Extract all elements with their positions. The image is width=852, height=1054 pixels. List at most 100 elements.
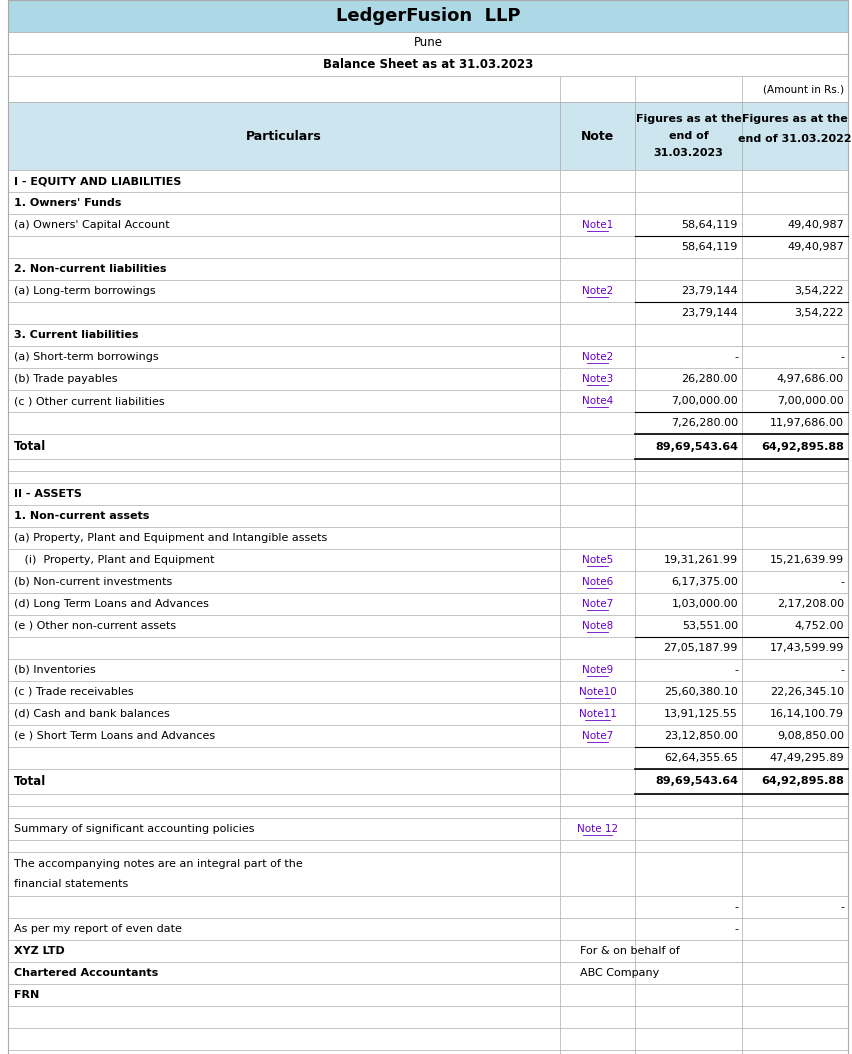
Text: Figures as at the: Figures as at the (741, 114, 847, 124)
Bar (8, 76, 560, 102)
Bar (741, 896, 847, 918)
Bar (634, 346, 741, 368)
Bar (8, 852, 560, 896)
Text: (a) Property, Plant and Equipment and Intangible assets: (a) Property, Plant and Equipment and In… (14, 533, 327, 543)
Bar (8, 434, 560, 458)
Text: -: - (733, 924, 737, 934)
Text: As per my report of even date: As per my report of even date (14, 924, 181, 934)
Bar (741, 236, 847, 258)
Bar (560, 102, 634, 170)
Text: Note2: Note2 (581, 352, 613, 362)
Bar (741, 192, 847, 214)
Bar (560, 794, 634, 806)
Bar (741, 659, 847, 681)
Text: Chartered Accountants: Chartered Accountants (14, 968, 158, 978)
Bar (741, 434, 847, 458)
Text: financial statements: financial statements (14, 879, 128, 889)
Bar (741, 1028, 847, 1050)
Bar (560, 434, 634, 458)
Bar (560, 769, 634, 794)
Bar (560, 747, 634, 769)
Bar (560, 918, 634, 940)
Bar (8, 280, 560, 302)
Bar (560, 725, 634, 747)
Bar (8, 324, 560, 346)
Bar (560, 549, 634, 571)
Bar (8, 703, 560, 725)
Text: 16,14,100.79: 16,14,100.79 (769, 709, 843, 719)
Text: (Amount in Rs.): (Amount in Rs.) (762, 84, 843, 94)
Bar (634, 940, 741, 962)
Text: 9,08,850.00: 9,08,850.00 (776, 731, 843, 741)
Text: 26,280.00: 26,280.00 (681, 374, 737, 384)
Bar (560, 940, 634, 962)
Bar (741, 818, 847, 840)
Bar (634, 614, 741, 637)
Bar (560, 1028, 634, 1050)
Text: Note5: Note5 (581, 555, 613, 565)
Text: -: - (839, 352, 843, 362)
Text: 1,03,000.00: 1,03,000.00 (671, 599, 737, 609)
Text: Note3: Note3 (581, 374, 613, 384)
Bar (8, 527, 560, 549)
Text: (c ) Trade receivables: (c ) Trade receivables (14, 687, 134, 697)
Text: II - ASSETS: II - ASSETS (14, 489, 82, 499)
Bar (8, 1028, 560, 1050)
Bar (8, 54, 847, 76)
Bar (560, 170, 634, 192)
Bar (8, 192, 560, 214)
Bar (560, 368, 634, 390)
Text: For & on behalf of: For & on behalf of (579, 946, 679, 956)
Bar (634, 659, 741, 681)
Bar (741, 368, 847, 390)
Bar (560, 346, 634, 368)
Bar (634, 1028, 741, 1050)
Text: Note9: Note9 (581, 665, 613, 675)
Bar (560, 236, 634, 258)
Bar (560, 458, 634, 471)
Bar (560, 280, 634, 302)
Text: Note2: Note2 (581, 286, 613, 296)
Bar (741, 302, 847, 324)
Bar (741, 258, 847, 280)
Bar (8, 170, 560, 192)
Text: 17,43,599.99: 17,43,599.99 (769, 643, 843, 653)
Text: LedgerFusion  LLP: LedgerFusion LLP (336, 7, 520, 25)
Bar (8, 236, 560, 258)
Bar (634, 280, 741, 302)
Bar (634, 896, 741, 918)
Bar (560, 852, 634, 896)
Bar (634, 549, 741, 571)
Bar (560, 471, 634, 483)
Bar (560, 505, 634, 527)
Text: 1. Owners' Funds: 1. Owners' Funds (14, 198, 121, 208)
Text: 11,97,686.00: 11,97,686.00 (769, 418, 843, 428)
Bar (634, 170, 741, 192)
Text: 64,92,895.88: 64,92,895.88 (760, 442, 843, 451)
Bar (634, 747, 741, 769)
Text: (a) Short-term borrowings: (a) Short-term borrowings (14, 352, 158, 362)
Bar (560, 412, 634, 434)
Text: 4,752.00: 4,752.00 (793, 621, 843, 631)
Text: Note8: Note8 (581, 621, 613, 631)
Bar (560, 962, 634, 984)
Bar (741, 747, 847, 769)
Bar (8, 571, 560, 593)
Bar (741, 962, 847, 984)
Text: 23,79,144: 23,79,144 (681, 286, 737, 296)
Text: -: - (733, 902, 737, 912)
Bar (741, 458, 847, 471)
Bar (8, 614, 560, 637)
Bar (560, 214, 634, 236)
Bar (634, 593, 741, 614)
Bar (8, 659, 560, 681)
Bar (8, 794, 560, 806)
Text: 7,26,280.00: 7,26,280.00 (670, 418, 737, 428)
Text: I - EQUITY AND LIABILITIES: I - EQUITY AND LIABILITIES (14, 176, 181, 186)
Text: Note10: Note10 (578, 687, 616, 697)
Text: Summary of significant accounting policies: Summary of significant accounting polici… (14, 824, 254, 834)
Bar (8, 390, 560, 412)
Bar (560, 659, 634, 681)
Bar (634, 192, 741, 214)
Bar (560, 302, 634, 324)
